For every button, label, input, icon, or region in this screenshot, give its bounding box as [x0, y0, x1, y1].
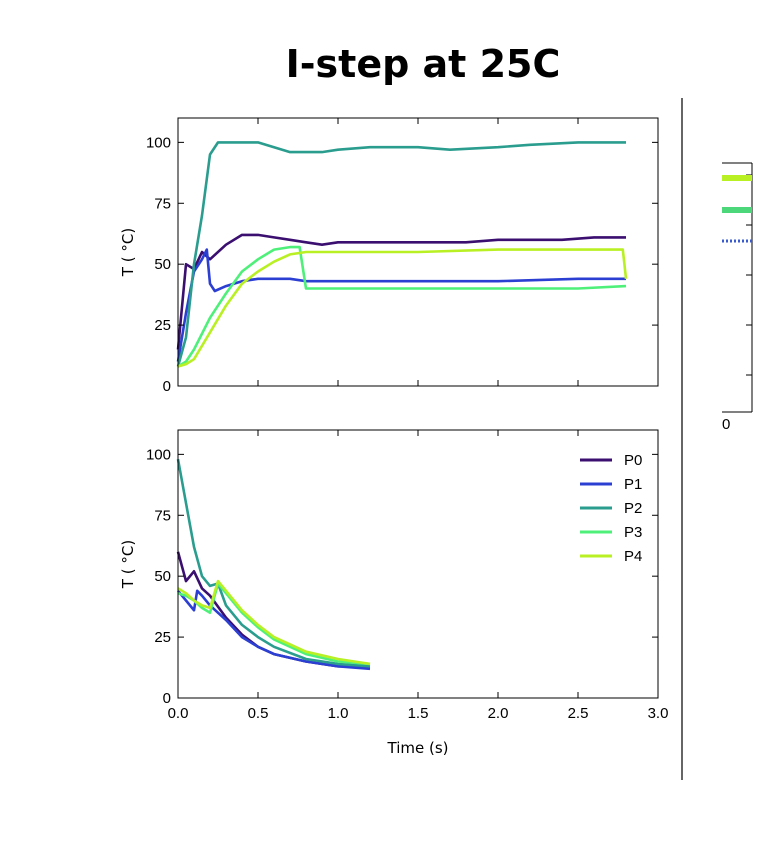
x-tick-label: 1.0	[328, 705, 349, 722]
series-line-p0	[176, 551, 370, 668]
x-tick-label: 1.5	[408, 705, 429, 722]
chart-title: I-step at 25C	[285, 42, 561, 86]
y-tick-label: 100	[146, 134, 171, 151]
x-tick-label: 3.0	[648, 705, 669, 722]
series-line-p3	[177, 582, 371, 666]
legend-label-p4: P4	[624, 548, 642, 565]
x-axis-label: Time (s)	[387, 739, 449, 757]
y-axis-label: T ( °C)	[119, 228, 137, 277]
top-plot: 0 25 50 75 100 T ( °C)	[119, 117, 659, 395]
series-line-p1	[176, 589, 371, 671]
x-tick-label: 0.0	[168, 705, 189, 722]
y-tick-label: 50	[154, 256, 171, 273]
series-line-p4	[177, 579, 371, 666]
y-tick-label: 50	[154, 568, 171, 585]
y-tick-label: 25	[154, 317, 171, 334]
legend-label-p3: P3	[624, 524, 642, 541]
series-line-p2	[176, 458, 371, 668]
series-line-p1	[176, 248, 626, 362]
y-tick-label: 100	[146, 446, 171, 463]
x-tick-label: 2.0	[488, 705, 509, 722]
y-tick-label: 75	[154, 507, 171, 524]
bottom-plot: 0 25 50 75 100 0.0 0.5 1.0 1.5 2.0 2.5 3.0 T ( °C) Ti…	[119, 429, 669, 757]
y-axis-label: T ( °C)	[119, 540, 137, 589]
x-tick-label: 2.5	[568, 705, 589, 722]
legend-label-p1: P1	[624, 476, 642, 493]
legend-label-p0: P0	[624, 452, 642, 469]
series-line-p3	[177, 245, 627, 368]
side-panel: 0	[681, 98, 753, 780]
legend-label-p2: P2	[624, 500, 642, 517]
series-line-p4	[177, 248, 628, 368]
plot-frame	[177, 429, 659, 699]
y-tick-label: 0	[163, 690, 171, 707]
side-tick-label: 0	[722, 416, 730, 433]
y-tick-label: 75	[154, 195, 171, 212]
y-tick-label: 0	[163, 378, 171, 395]
series-line-p0	[176, 233, 626, 350]
series-line-p2	[176, 141, 626, 367]
x-tick-label: 0.5	[248, 705, 269, 722]
y-tick-label: 25	[154, 629, 171, 646]
